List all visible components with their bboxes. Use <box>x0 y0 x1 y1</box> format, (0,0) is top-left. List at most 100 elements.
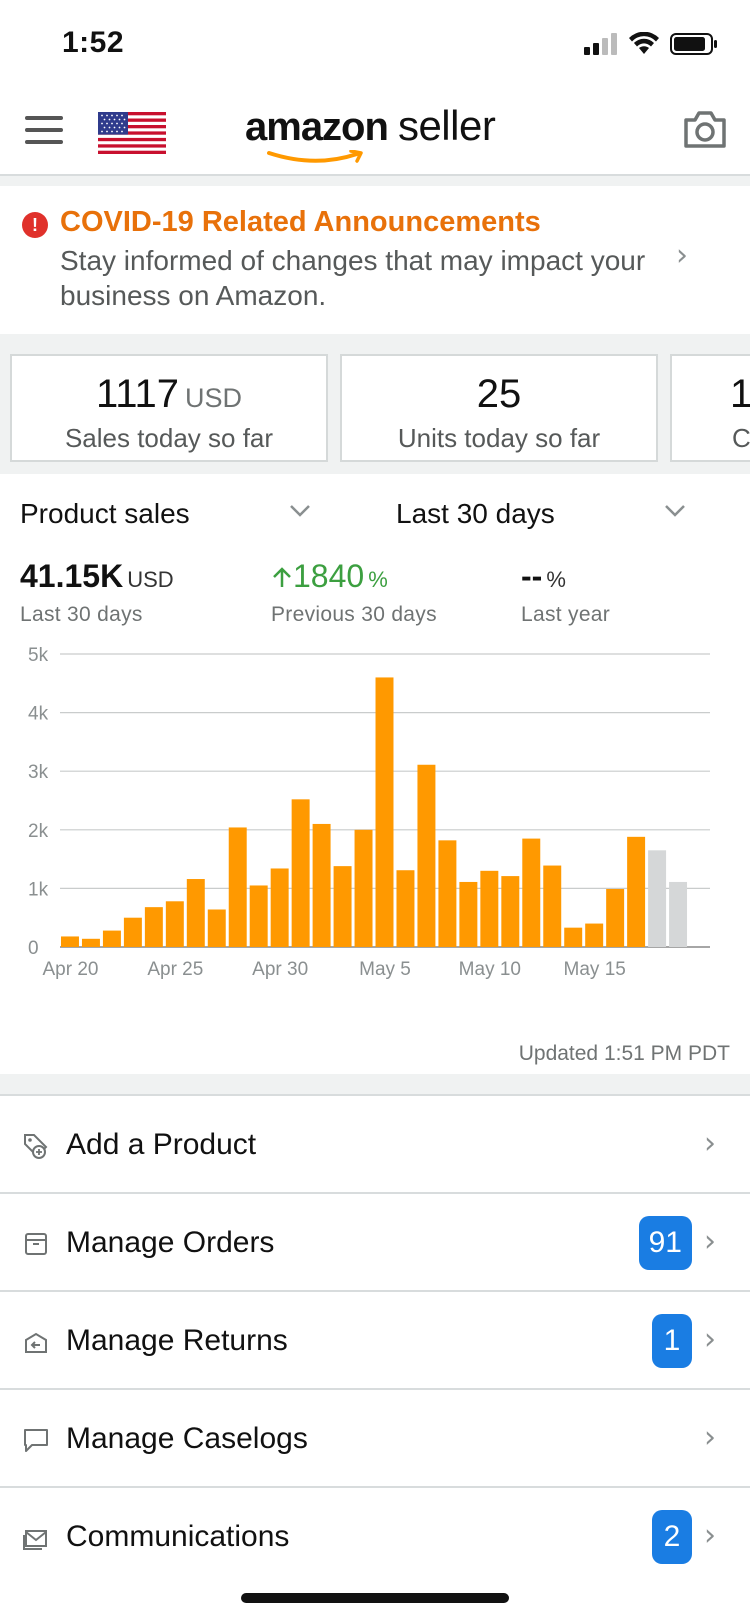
chart-bar <box>459 881 478 947</box>
chart-bar <box>543 865 562 947</box>
nav-list: Add a Product › Manage Orders 91 › Manag… <box>0 1094 750 1586</box>
last-year-value: -- <box>521 558 543 594</box>
kpi-card-sales[interactable]: 1117 USD Sales today so far <box>10 354 328 462</box>
chevron-right-icon: › <box>704 1322 716 1357</box>
kpi-label: Sales today so far <box>64 423 274 453</box>
returns-count-badge: 1 <box>652 1314 692 1368</box>
metric-total: 41.15K USD Last 30 days <box>20 558 174 627</box>
kpi-carousel[interactable]: 1117 USD Sales today so far 25 Units toda… <box>0 334 750 474</box>
mail-icon <box>23 1530 47 1550</box>
chart-bar <box>438 840 457 947</box>
chart-bar <box>396 870 415 947</box>
chart-bar <box>627 836 646 947</box>
chart-bar <box>144 907 163 947</box>
section-divider <box>0 1074 750 1094</box>
tag-add-icon <box>24 1134 48 1159</box>
status-icons <box>584 32 718 56</box>
chart-bar <box>228 827 247 947</box>
total-value: 41.15K <box>20 558 124 594</box>
us-flag-icon[interactable] <box>98 112 166 154</box>
total-label: Last 30 days <box>20 603 143 626</box>
last-year-label: Last year <box>521 603 611 626</box>
chart-bar <box>81 938 100 947</box>
chart-bar <box>585 923 604 947</box>
x-tick-label: Apr 30 <box>252 959 308 980</box>
home-indicator[interactable] <box>241 1593 509 1603</box>
kpi-value: 1 <box>730 372 750 416</box>
chart-bar <box>102 930 121 947</box>
kpi-label: Units today so far <box>397 423 601 453</box>
chart-bar <box>480 870 499 947</box>
chart-bar <box>270 868 289 947</box>
x-tick-label: May 5 <box>359 959 411 980</box>
nav-label: Manage Caselogs <box>66 1422 308 1455</box>
period-selector[interactable]: Last 30 days <box>396 498 555 529</box>
nav-label: Manage Returns <box>66 1324 288 1357</box>
app-header: amazon seller <box>0 90 750 176</box>
chevron-right-icon: › <box>704 1126 716 1161</box>
y-tick-label: 3k <box>28 762 49 783</box>
kpi-value: 1117 <box>95 372 180 416</box>
chevron-down-icon[interactable] <box>664 504 686 518</box>
nav-label: Add a Product <box>66 1128 257 1161</box>
covid-announcement-banner[interactable]: ! COVID-19 Related Announcements Stay in… <box>0 186 750 334</box>
metric-last-year: --% Last year <box>521 558 610 627</box>
chart-bar <box>291 799 310 947</box>
chart-bar <box>354 829 373 947</box>
nav-manage-returns[interactable]: Manage Returns 1 › <box>0 1292 750 1390</box>
nav-manage-orders[interactable]: Manage Orders 91 › <box>0 1194 750 1292</box>
arrow-up-icon <box>273 567 291 587</box>
total-unit: USD <box>127 567 174 592</box>
y-tick-label: 0 <box>28 938 39 959</box>
chart-bar <box>417 764 436 947</box>
wifi-icon <box>629 32 659 54</box>
y-tick-label: 2k <box>28 821 49 842</box>
kpi-card-units[interactable]: 25 Units today so far <box>340 354 658 462</box>
return-icon <box>25 1332 47 1353</box>
orders-count-badge: 91 <box>638 1216 692 1270</box>
announcement-title: COVID-19 Related Announcements <box>60 206 541 238</box>
x-tick-label: Apr 20 <box>42 959 98 980</box>
chart-bar <box>522 838 541 947</box>
y-tick-label: 1k <box>28 879 49 900</box>
nav-add-product[interactable]: Add a Product › <box>0 1096 750 1194</box>
chart-bar <box>165 901 184 947</box>
chart-bar <box>606 888 625 947</box>
change-label: Previous 30 days <box>271 603 437 626</box>
kpi-label: C <box>732 423 750 453</box>
chart-bar <box>312 823 331 947</box>
chevron-down-icon[interactable] <box>289 504 311 518</box>
section-divider <box>0 176 750 186</box>
metric-selector[interactable]: Product sales <box>20 498 190 529</box>
hamburger-menu-icon[interactable] <box>25 116 63 144</box>
logo-brand: amazon <box>245 105 389 149</box>
chart-bar <box>249 885 268 947</box>
y-tick-label: 5k <box>28 645 49 666</box>
chevron-right-icon: › <box>676 238 688 273</box>
nav-label: Communications <box>66 1520 290 1553</box>
cellular-signal-icon <box>584 33 617 55</box>
kpi-unit: USD <box>185 383 243 413</box>
updated-timestamp: Updated 1:51 PM PDT <box>518 1042 730 1065</box>
chart-bar <box>375 677 394 947</box>
nav-manage-caselogs[interactable]: Manage Caselogs › <box>0 1390 750 1488</box>
chart-bar <box>501 876 520 947</box>
chart-bar <box>564 927 583 947</box>
chat-icon <box>24 1429 48 1452</box>
chart-bar <box>207 909 226 947</box>
kpi-card-partial[interactable]: 1 C <box>670 354 750 462</box>
chart-bar <box>333 866 352 947</box>
y-tick-label: 4k <box>28 704 49 725</box>
x-tick-label: May 15 <box>564 959 626 980</box>
metric-change: 1840% Previous 30 days <box>271 558 437 627</box>
camera-icon[interactable] <box>682 108 728 150</box>
box-icon <box>25 1233 47 1255</box>
amazon-smile-icon <box>267 150 363 163</box>
last-year-unit: % <box>546 567 566 592</box>
logo-suffix: seller <box>397 102 496 149</box>
status-bar: 1:52 <box>0 0 750 90</box>
nav-communications[interactable]: Communications 2 › <box>0 1488 750 1586</box>
sales-bar-chart: 0 1k 2k 3k 4k 5k Apr 20 Apr 25 Apr 30 May 5 May 10… <box>28 645 710 980</box>
announcement-body: Stay informed of changes that may impact… <box>60 245 646 311</box>
battery-icon <box>670 33 717 55</box>
